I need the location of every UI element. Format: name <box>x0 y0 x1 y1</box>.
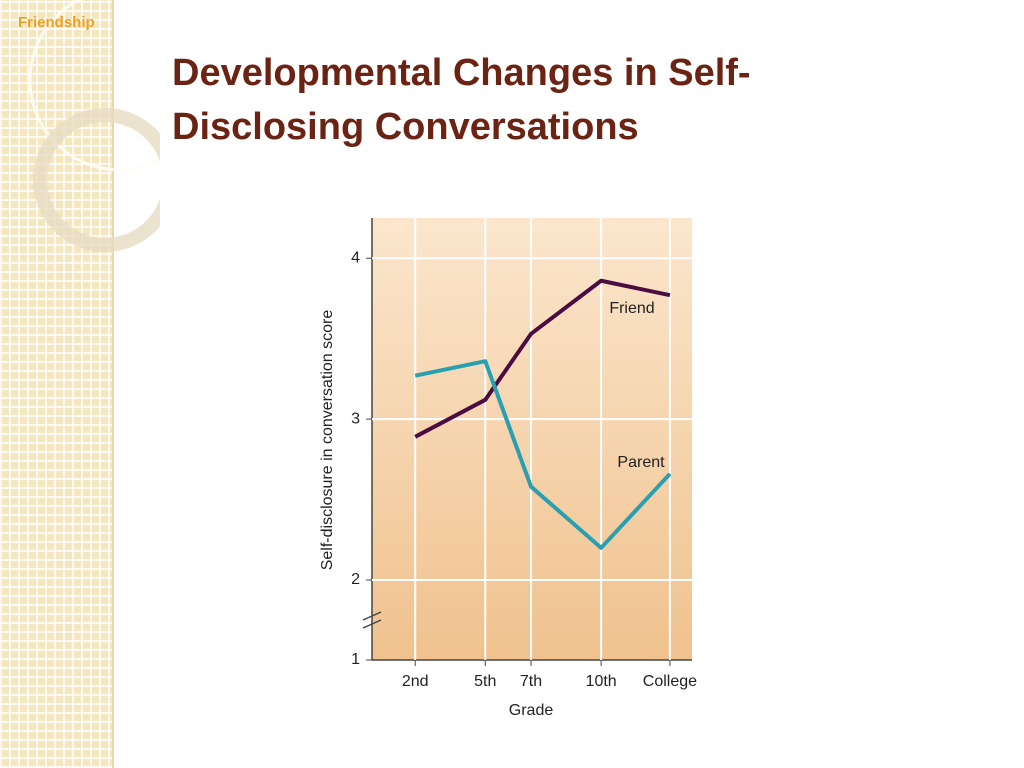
x-axis-label: Grade <box>509 702 554 719</box>
series-line <box>414 278 671 439</box>
series-line <box>414 359 672 550</box>
y-tick-label: 4 <box>351 249 360 266</box>
x-tick-label: College <box>643 673 697 690</box>
slide-title: Developmental Changes in Self-Disclosing… <box>172 52 751 148</box>
section-tag: Friendship <box>18 14 95 31</box>
x-tick-label: 2nd <box>402 673 429 690</box>
axis-break <box>362 611 382 621</box>
y-tick-label: 1 <box>351 651 360 668</box>
y-axis-label: Self-disclosure in conversation score <box>319 310 336 571</box>
x-tick-label: 7th <box>520 673 542 690</box>
x-tick-label: 10th <box>586 673 617 690</box>
decorative-circles <box>28 0 160 252</box>
y-tick-label: 3 <box>351 410 360 427</box>
series-label: Friend <box>609 300 654 317</box>
series-label: Parent <box>617 454 665 471</box>
x-tick-label: 5th <box>474 673 496 690</box>
axis-break <box>362 619 382 629</box>
y-tick-label: 2 <box>351 571 360 588</box>
